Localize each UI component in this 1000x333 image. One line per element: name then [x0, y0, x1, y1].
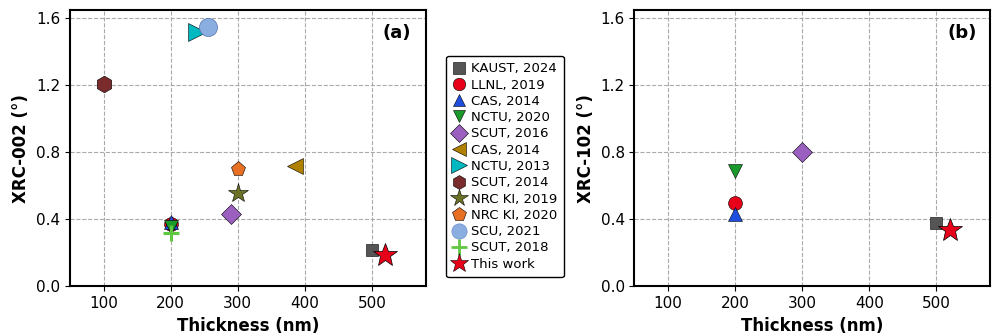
X-axis label: Thickness (nm): Thickness (nm): [741, 317, 883, 333]
Y-axis label: XRC-102 (°): XRC-102 (°): [577, 94, 595, 202]
Text: (b): (b): [947, 24, 977, 42]
Legend: KAUST, 2024, LLNL, 2019, CAS, 2014, NCTU, 2020, SCUT, 2016, CAS, 2014, NCTU, 201: KAUST, 2024, LLNL, 2019, CAS, 2014, NCTU…: [446, 56, 564, 277]
Text: (a): (a): [383, 24, 411, 42]
Y-axis label: XRC-002 (°): XRC-002 (°): [12, 94, 30, 202]
X-axis label: Thickness (nm): Thickness (nm): [177, 317, 319, 333]
